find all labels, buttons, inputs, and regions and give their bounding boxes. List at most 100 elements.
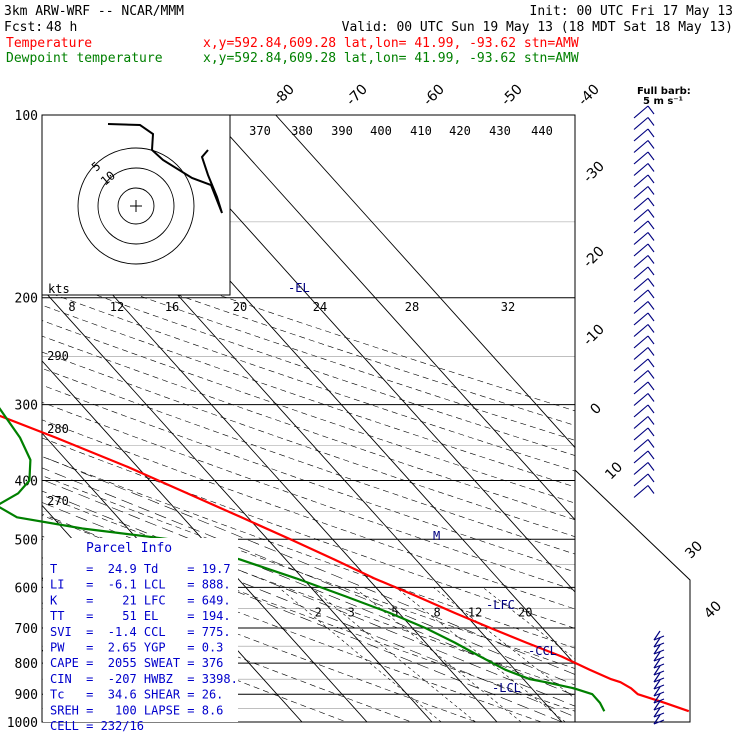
wind-barb [647,174,655,184]
mixing-ratio-label: 3 [348,605,355,619]
wind-barb [653,644,661,655]
wind-barb [647,358,655,368]
pressure-tick-label: 100 [15,109,38,124]
isotherm-label: 40 [701,598,725,622]
wind-barb [633,255,649,268]
isotherm-line [145,115,575,593]
mixing-ratio-lines [278,587,575,722]
isotherm-label: -40 [575,81,602,108]
isotherm-label: 10 [602,459,626,483]
wind-barb [633,462,649,475]
wind-barb [633,450,649,464]
wind-barb [653,712,665,718]
wind-barb [653,649,665,655]
theta-label: 280 [47,422,69,436]
isotherm-label: 0 [587,400,605,418]
theta-label: 440 [531,124,553,138]
wind-barb [653,707,661,718]
wind-barb [633,485,649,498]
wind-barb [633,289,649,303]
isotherm-line [42,360,368,722]
temperature-trace [0,414,690,713]
moist-adiabat [42,490,575,707]
isotherm-label: -20 [580,243,607,270]
dry-adiabat [42,401,575,591]
wind-barb [653,693,661,704]
wind-barb [633,243,649,257]
parcel-info-row: PW = 2.65 YGP = 0.3 [50,641,223,655]
wind-barb [653,658,661,669]
parcel-info-row: SVI = -1.4 CCL = 775. [50,625,231,639]
moist-adiabat [42,502,575,718]
dry-adiabat [42,579,413,722]
wind-speed-tick-label: 20 [233,300,247,314]
dewpoint-legend-label: Dewpoint temperature [6,51,163,66]
wind-barb [653,635,665,641]
wind-barb [647,209,655,218]
wind-speed-tick-label: 24 [313,300,327,314]
wind-barb [647,404,655,414]
wind-speed-tick-label: 16 [165,300,179,314]
wind-barb [653,684,665,690]
wind-barb [647,324,655,333]
mixing-ratio-line [278,587,442,722]
dry-adiabat [42,275,575,456]
parcel-info-row: T = 24.9 Td = 19.7 [50,562,231,576]
parcel-info-row: CELL = 232/16 [50,719,144,733]
sounding-traces [0,407,690,713]
wind-barb [633,381,649,395]
dry-adiabat [42,456,575,649]
wind-barb [633,174,649,188]
theta-label: 400 [370,124,392,138]
wind-barb [647,105,655,115]
pressure-tick-label: 600 [15,581,38,596]
wind-barb [647,427,655,437]
parcel-info-row: CAPE = 2055 SWEAT = 376 [50,656,223,670]
mixing-ratio-label: 8 [433,605,440,619]
dry-adiabat [42,289,575,472]
wind-barb [647,163,655,172]
wind-barb [647,151,655,161]
parcel-info-row: SREH = 100 LAPSE = 8.6 [50,703,223,717]
moist-adiabat [42,479,575,696]
wind-barb [633,163,649,176]
wind-barb [633,347,649,360]
wind-barb [647,473,655,483]
mixing-ratio-label: 2 [315,605,322,619]
wind-barb [633,151,649,165]
wind-barb [647,243,655,253]
wind-barb [633,335,649,349]
moist-adiabat [42,467,575,686]
wind-barb [633,220,649,234]
isotherm-label: -50 [498,81,525,108]
wind-barb [633,358,649,372]
wind-barb [647,220,655,230]
wind-barb [647,450,655,460]
wind-barb [653,700,661,711]
pressure-tick-label: 1000 [7,716,38,731]
wind-barb [633,105,649,119]
dry-adiabat [42,233,575,412]
mixing-ratio-label: 12 [468,605,482,619]
dewpoint-trace [0,407,606,712]
wind-speed-tick-label: 12 [110,300,124,314]
wind-barb [653,686,661,697]
wind-barb [633,312,649,326]
barb-legend-title: Full barb: [637,86,691,97]
parcel-info-row: K = 21 LFC = 649. [50,593,231,607]
wind-barb [633,278,649,291]
wind-barb [653,642,665,648]
theta-label: 270 [47,494,69,508]
pressure-tick-label: 900 [15,688,38,703]
dry-adiabat [42,475,575,669]
wind-barb [633,404,649,418]
diagram-extension-frame [574,469,691,723]
level-marker-label: -CCL [528,644,557,658]
mixing-ratio-line [354,587,522,722]
hodograph-ring [97,167,175,245]
wind-barb [633,393,649,406]
pressure-tick-label: 300 [15,399,38,414]
wind-barb [647,312,655,322]
